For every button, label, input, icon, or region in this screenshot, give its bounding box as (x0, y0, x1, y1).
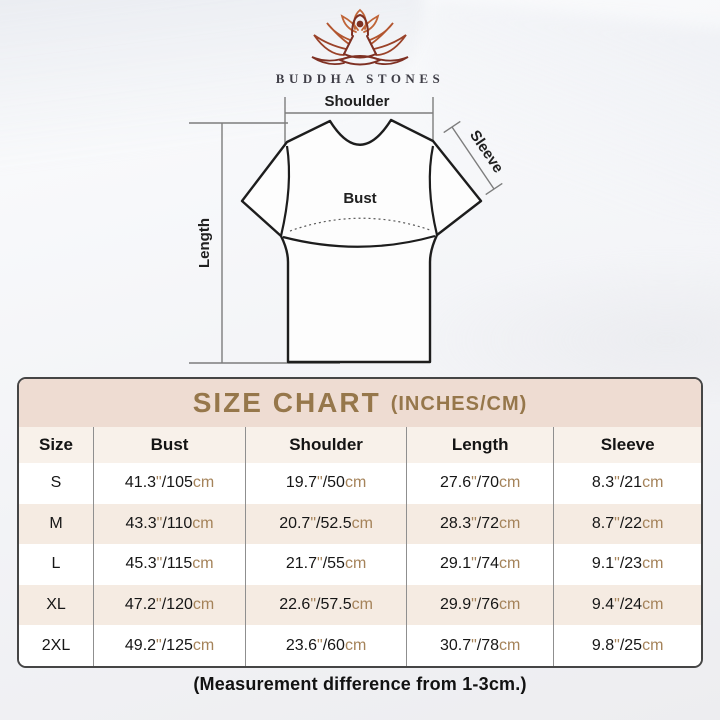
length-label: Length (196, 218, 213, 268)
sleeve-label: Sleeve (466, 127, 507, 176)
sleeve-cell: 9.4 "/24 cm (591, 596, 664, 614)
table-row-2xl: 2XL 49.2 "/125 cm 23.6 "/60 cm 30.7 "/78 cm 9.… (19, 625, 701, 666)
table-column-headers: Size Bust Shoulder Length Sleeve (19, 427, 701, 463)
bust-cell: 45.3 "/115 cm (94, 544, 247, 585)
column-header-bust: Bust (94, 427, 247, 463)
size-cell: S (19, 463, 95, 504)
table-row-xl: XL 47.2 "/120 cm 22.6 "/57.5 cm 29.9 "/76 cm 9… (19, 584, 701, 626)
column-header-shoulder: Shoulder (246, 427, 408, 463)
tshirt-measurement-diagram: Shoulder Bust Length Sleeve (189, 93, 507, 364)
shoulder-cell: 19.7 "/50 cm (246, 463, 408, 504)
sleeve-cell: 8.3 "/21 cm (591, 474, 664, 492)
bust-cell: 41.3 "/105 cm (94, 463, 247, 504)
length-cell: 29.1 "/74 cm (407, 544, 555, 585)
size-cell: XL (19, 584, 95, 626)
bust-cell: 47.2 "/120 cm (94, 584, 247, 626)
length-cell: 30.7 "/78 cm (407, 625, 555, 666)
table-rows: S 41.3 "/105 cm 19.7 "/50 cm 27.6 "/70 cm 8.3 "… (19, 463, 701, 666)
size-cell: L (19, 544, 95, 585)
table-row-s: S 41.3 "/105 cm 19.7 "/50 cm 27.6 "/70 cm 8.3 "… (19, 463, 701, 504)
table-row-l: L 45.3 "/115 cm 21.7 "/55 cm 29.1 "/74 cm 9.1 "… (19, 544, 701, 585)
size-cell: 2XL (19, 625, 95, 666)
measurement-lines (189, 97, 503, 364)
length-cell: 27.6 "/70 cm (407, 463, 555, 504)
shoulder-cell: 23.6 "/60 cm (246, 625, 408, 666)
column-header-length: Length (407, 427, 555, 463)
size-chart-table: SIZE CHART (INCHES/CM) Size Bust Shoulde… (17, 377, 703, 668)
size-chart-title-band: SIZE CHART (INCHES/CM) (19, 379, 701, 427)
sleeve-cell: 9.8 "/25 cm (591, 636, 664, 654)
shoulder-cell: 20.7 "/52.5 cm (246, 503, 408, 545)
brand-name: BUDDHA STONES (275, 71, 445, 86)
measurement-note: (Measurement difference from 1-3cm.) (193, 674, 527, 694)
sleeve-cell: 9.1 "/23 cm (591, 555, 664, 573)
bust-cell: 43.3 "/110 cm (94, 503, 247, 545)
size-chart-title: SIZE CHART (192, 387, 381, 418)
table-row-m: M 43.3 "/110 cm 20.7 "/52.5 cm 28.3 "/72 cm 8.… (19, 503, 701, 545)
length-cell: 28.3 "/72 cm (407, 503, 555, 545)
tshirt-outline (240, 118, 483, 364)
bust-ellipse-solid (282, 234, 436, 248)
bust-label: Bust (343, 190, 376, 207)
size-cell: M (19, 503, 95, 545)
bust-ellipse-dotted (289, 217, 431, 232)
column-header-size: Size (19, 427, 95, 463)
shoulder-cell: 21.7 "/55 cm (246, 544, 408, 585)
sleeve-cell: 8.7 "/22 cm (591, 514, 664, 532)
lotus-meditation-icon (311, 8, 409, 66)
shoulder-cell: 22.6 "/57.5 cm (246, 584, 408, 626)
shoulder-label: Shoulder (324, 93, 389, 110)
size-chart-units-subtitle: (INCHES/CM) (390, 393, 528, 415)
column-header-sleeve: Sleeve (600, 435, 655, 454)
bust-cell: 49.2 "/125 cm (94, 625, 247, 666)
brand-logo: BUDDHA STONES (0, 8, 720, 87)
length-cell: 29.9 "/76 cm (407, 584, 555, 626)
